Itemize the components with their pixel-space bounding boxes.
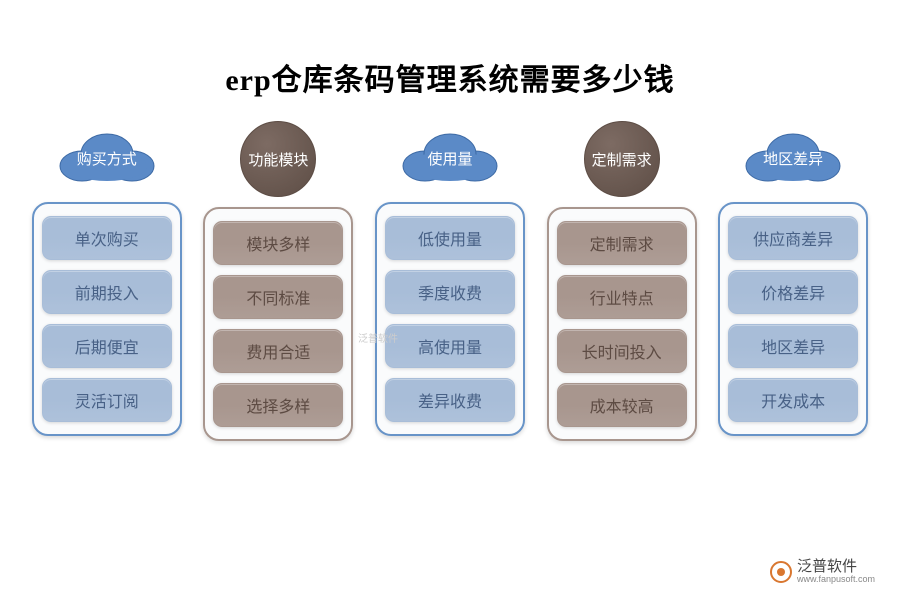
watermark-logo-icon xyxy=(769,560,793,584)
item-box: 地区差异 xyxy=(728,324,858,368)
item-box: 低使用量 xyxy=(385,216,515,260)
item-box: 成本较高 xyxy=(557,383,687,427)
column-box: 模块多样不同标准费用合适选择多样 xyxy=(203,207,353,441)
column-2: 使用量低使用量季度收费高使用量差异收费 xyxy=(370,129,530,441)
item-box: 定制需求 xyxy=(557,221,687,265)
item-box: 开发成本 xyxy=(728,378,858,422)
item-box: 行业特点 xyxy=(557,275,687,319)
column-header: 定制需求 xyxy=(584,121,660,197)
column-header: 地区差异 xyxy=(743,124,843,184)
item-box: 后期便宜 xyxy=(42,324,172,368)
item-box: 长时间投入 xyxy=(557,329,687,373)
column-header: 使用量 xyxy=(400,124,500,184)
item-box: 选择多样 xyxy=(213,383,343,427)
column-1: 功能模块模块多样不同标准费用合适选择多样 xyxy=(198,129,358,441)
item-box: 季度收费 xyxy=(385,270,515,314)
item-box: 模块多样 xyxy=(213,221,343,265)
item-box: 供应商差异 xyxy=(728,216,858,260)
item-box: 灵活订阅 xyxy=(42,378,172,422)
column-4: 地区差异供应商差异价格差异地区差异开发成本 xyxy=(713,129,873,441)
column-box: 单次购买前期投入后期便宜灵活订阅 xyxy=(32,202,182,436)
item-box: 费用合适 xyxy=(213,329,343,373)
column-header: 购买方式 xyxy=(57,124,157,184)
item-box: 高使用量 xyxy=(385,324,515,368)
item-box: 不同标准 xyxy=(213,275,343,319)
column-box: 低使用量季度收费高使用量差异收费 xyxy=(375,202,525,436)
item-box: 价格差异 xyxy=(728,270,858,314)
columns-container: 购买方式单次购买前期投入后期便宜灵活订阅功能模块模块多样不同标准费用合适选择多样… xyxy=(0,129,900,441)
page-title: erp仓库条码管理系统需要多少钱 xyxy=(0,0,900,129)
column-0: 购买方式单次购买前期投入后期便宜灵活订阅 xyxy=(27,129,187,441)
column-box: 定制需求行业特点长时间投入成本较高 xyxy=(547,207,697,441)
item-box: 差异收费 xyxy=(385,378,515,422)
column-box: 供应商差异价格差异地区差异开发成本 xyxy=(718,202,868,436)
center-watermark: 泛普软件 xyxy=(358,330,398,345)
item-box: 单次购买 xyxy=(42,216,172,260)
watermark-sub-text: www.fanpusoft.com xyxy=(797,575,875,585)
column-header: 功能模块 xyxy=(240,121,316,197)
watermark: 泛普软件 www.fanpusoft.com xyxy=(769,559,875,585)
item-box: 前期投入 xyxy=(42,270,172,314)
watermark-main-text: 泛普软件 xyxy=(797,559,875,576)
column-3: 定制需求定制需求行业特点长时间投入成本较高 xyxy=(542,129,702,441)
